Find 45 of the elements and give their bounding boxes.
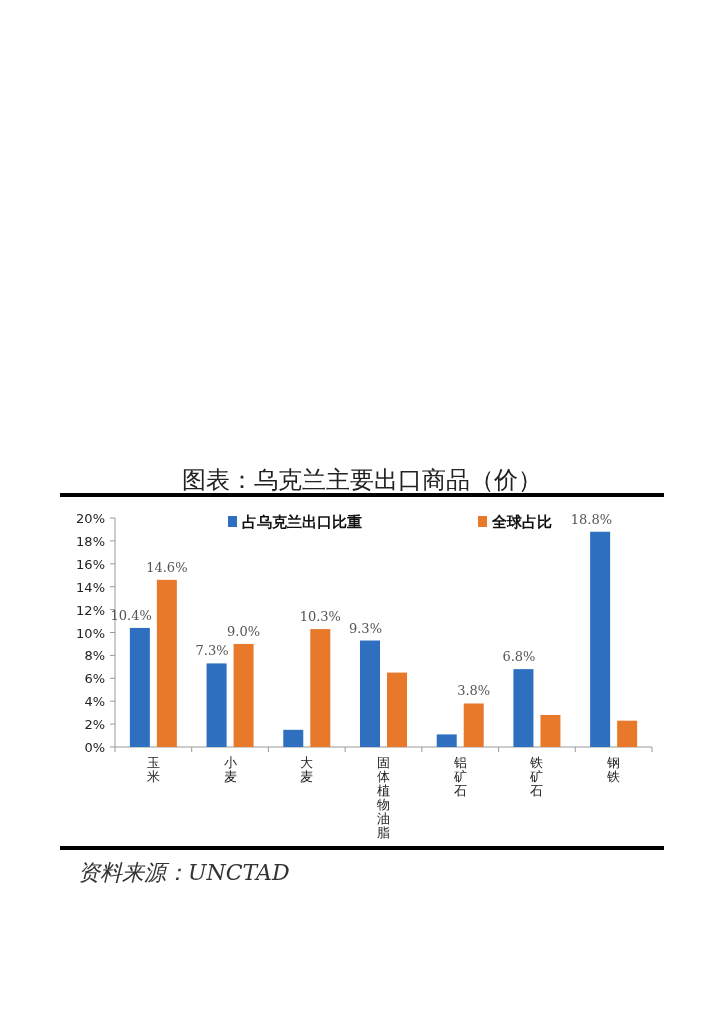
y-tick-label: 2% <box>84 717 105 733</box>
bar <box>617 720 638 747</box>
data-label: 3.8% <box>457 683 491 699</box>
y-tick-label: 6% <box>84 671 105 687</box>
data-label: 14.6% <box>146 559 188 575</box>
x-tick-label: 钢铁 <box>606 755 621 784</box>
y-tick-label: 18% <box>76 533 105 549</box>
y-tick-label: 10% <box>76 625 105 641</box>
bar <box>360 640 380 747</box>
text: 资料来源：UNCTAD <box>78 860 290 885</box>
bar <box>590 531 611 747</box>
y-tick-label: 14% <box>76 579 105 595</box>
legend-label: 全球占比 <box>491 513 552 531</box>
y-tick-label: 0% <box>84 740 105 755</box>
chart-title: 图表：乌克兰主要出口商品（价） <box>182 466 542 494</box>
data-label: 10.4% <box>110 607 152 623</box>
y-tick-label: 16% <box>76 556 105 572</box>
bar <box>540 714 561 747</box>
data-label: 10.3% <box>299 609 341 625</box>
legend-label: 占乌克兰出口比重 <box>242 513 362 531</box>
bar <box>513 669 534 747</box>
data-label: 7.3% <box>195 643 229 659</box>
bar <box>129 627 150 747</box>
data-label: 9.0% <box>227 623 261 639</box>
bar <box>436 734 457 747</box>
bar <box>206 663 227 747</box>
x-tick-label: 大麦 <box>300 755 314 784</box>
bar <box>387 672 407 747</box>
x-tick-label: 固体植物油脂 <box>377 755 390 840</box>
x-tick-label: 小麦 <box>223 755 237 784</box>
x-tick-label: 铝矿石 <box>452 755 467 798</box>
y-tick-label: 4% <box>84 694 105 710</box>
x-tick-label: 铁矿石 <box>529 755 544 798</box>
bar <box>463 703 484 747</box>
x-tick-label: 玉米 <box>146 755 160 784</box>
y-tick-label: 12% <box>76 602 105 618</box>
bar <box>283 729 304 747</box>
bar <box>310 629 331 747</box>
bar <box>233 643 254 747</box>
data-label: 18.8% <box>570 511 613 527</box>
y-tick-label: 20% <box>76 511 105 526</box>
bar <box>156 579 177 747</box>
data-label: 6.8% <box>502 649 536 665</box>
data-label: 9.3% <box>348 620 382 636</box>
y-tick-label: 8% <box>84 648 105 664</box>
